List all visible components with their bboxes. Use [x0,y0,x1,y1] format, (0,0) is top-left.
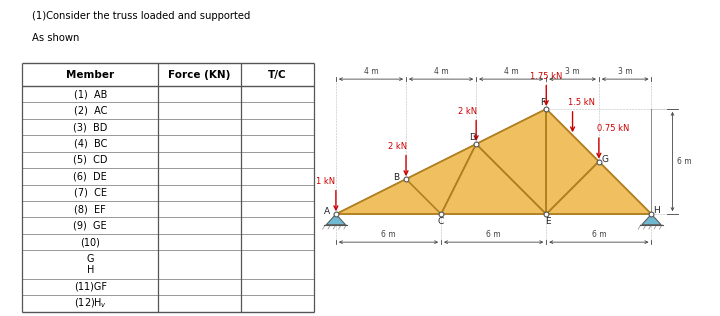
Polygon shape [546,161,652,214]
Text: 2 kN: 2 kN [458,106,477,116]
Text: 4 m: 4 m [504,67,518,76]
Text: D: D [469,133,476,142]
Text: A: A [324,207,330,216]
Text: G: G [601,155,608,164]
Text: (9)  GE: (9) GE [73,221,107,231]
Text: As shown: As shown [32,33,79,43]
Text: 6 m: 6 m [486,230,501,239]
Text: B: B [393,173,400,182]
Text: Force (KN): Force (KN) [168,70,231,80]
Polygon shape [642,214,661,225]
Text: H: H [653,206,660,215]
Text: (1)  AB: (1) AB [73,89,107,99]
Text: 6 m: 6 m [381,230,396,239]
Polygon shape [476,109,546,214]
Text: (6)  DE: (6) DE [73,171,107,181]
Text: 3 m: 3 m [565,67,580,76]
Text: 4 m: 4 m [364,67,378,76]
Text: (11)GF: (11)GF [73,282,107,292]
Polygon shape [336,144,476,214]
Text: (12)H$_v$: (12)H$_v$ [73,296,107,310]
Text: (2)  AC: (2) AC [73,106,107,116]
Text: F: F [540,98,545,107]
Text: E: E [545,217,551,227]
Text: 0.75 kN: 0.75 kN [597,124,629,133]
Text: 1.75 kN: 1.75 kN [530,71,562,81]
Text: H: H [86,264,94,275]
Text: (4)  BC: (4) BC [73,138,107,149]
Text: 1.5 kN: 1.5 kN [568,98,595,107]
Text: (1)Consider the truss loaded and supported: (1)Consider the truss loaded and support… [32,11,250,21]
Text: (5)  CD: (5) CD [73,155,107,165]
Text: C: C [438,217,444,227]
Text: 6 m: 6 m [677,157,691,166]
Polygon shape [326,214,346,225]
Text: T/C: T/C [268,70,287,80]
Text: G: G [86,254,94,264]
Text: (8)  EF: (8) EF [74,204,106,214]
Text: (7)  CE: (7) CE [73,188,107,198]
Text: 3 m: 3 m [618,67,632,76]
Text: 4 m: 4 m [433,67,449,76]
Polygon shape [546,109,599,214]
Text: (10): (10) [81,237,100,247]
Text: (3)  BD: (3) BD [73,122,107,132]
Text: Member: Member [66,70,114,80]
Polygon shape [441,144,546,214]
Text: 6 m: 6 m [592,230,606,239]
Text: 2 kN: 2 kN [387,142,407,151]
Text: 1 kN: 1 kN [316,177,335,186]
